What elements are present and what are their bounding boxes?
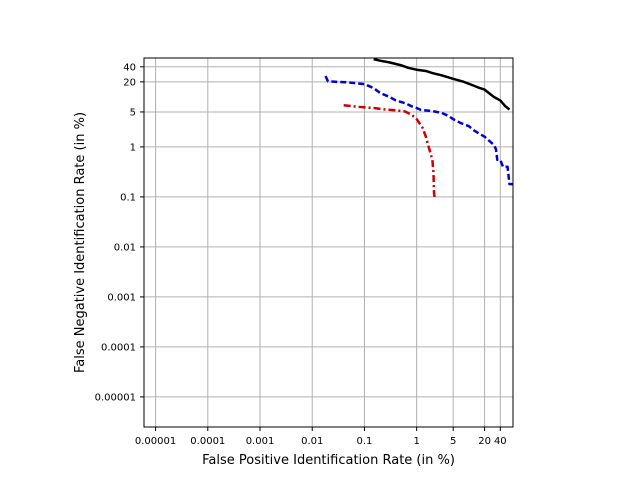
- series-line-2: [324, 75, 513, 186]
- x-tick-label: 0.00001: [135, 436, 176, 447]
- y-tick-label: 5: [130, 107, 136, 118]
- x-tick-label: 0.0001: [190, 436, 225, 447]
- y-tick-label: 40: [123, 62, 136, 73]
- plot-area: [144, 58, 513, 427]
- x-axis-label: False Positive Identification Rate (in %…: [202, 453, 455, 468]
- x-tick-label: 20: [478, 436, 491, 447]
- x-tick-label: 5: [450, 436, 456, 447]
- x-tick-label: 0.1: [356, 436, 372, 447]
- series-line-3: [343, 104, 436, 198]
- y-tick-label: 1: [130, 142, 136, 153]
- ticks: 0.00001 0.0001 0.001 0.01 0.1 1 5 20 400.000010.…: [95, 62, 507, 447]
- y-tick-label: 0.01: [114, 242, 136, 253]
- x-tick-label: 0.001: [246, 436, 275, 447]
- y-tick-label: 0.00001: [95, 392, 136, 403]
- y-tick-label: 0.001: [107, 292, 136, 303]
- plot-frame: [143, 57, 514, 428]
- x-tick-label: 0.01: [301, 436, 323, 447]
- x-tick-label: 1: [413, 436, 419, 447]
- y-tick-label: 0.0001: [101, 342, 136, 353]
- series-line-1: [373, 58, 511, 111]
- series-group: [324, 58, 513, 198]
- x-tick-label: 40: [494, 436, 507, 447]
- y-axis-label: False Negative Identification Rate (in %…: [73, 112, 88, 373]
- y-tick-label: 0.1: [120, 192, 136, 203]
- y-tick-label: 20: [123, 77, 136, 88]
